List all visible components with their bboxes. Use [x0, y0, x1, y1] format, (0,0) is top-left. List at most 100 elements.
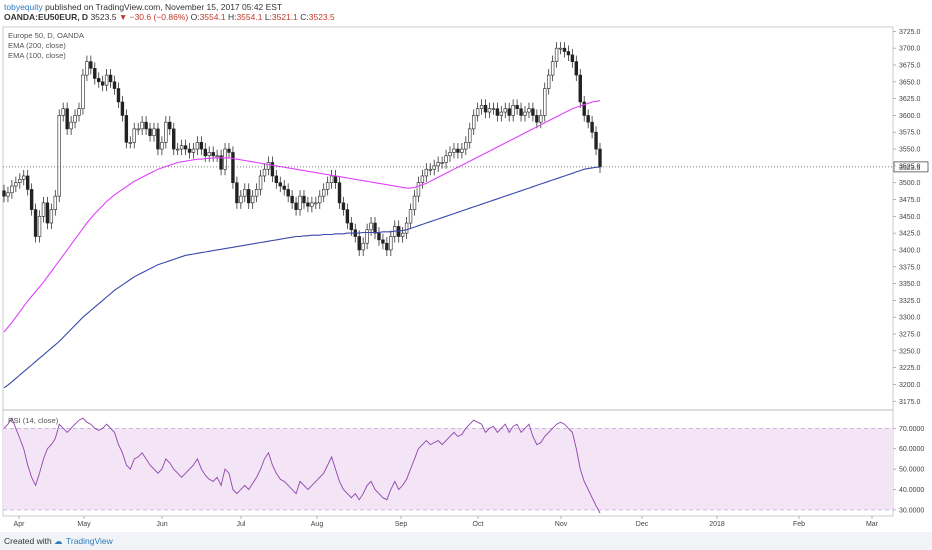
candle-body [10, 185, 14, 194]
candle-body [318, 195, 322, 204]
price-tick-label: 3675.0 [899, 62, 921, 69]
candle-body [124, 115, 129, 143]
price-tick-label: 3500.0 [899, 180, 921, 187]
candle-body [290, 195, 294, 204]
candle-body [582, 101, 586, 116]
candle-body [223, 148, 227, 170]
high-label: H: [227, 12, 237, 22]
price-tag-box [893, 161, 929, 173]
candle-body [357, 236, 361, 251]
candle-body [69, 121, 73, 130]
candle-body [373, 222, 377, 234]
candle-body [424, 168, 429, 177]
candle-body [65, 108, 69, 130]
price-tick-label: 3225.0 [899, 365, 921, 372]
price-tick-label: 3350.0 [899, 281, 921, 288]
candle-body [574, 61, 579, 76]
tradingview-brand-link[interactable]: TradingView [66, 536, 113, 546]
candle-body [314, 202, 318, 205]
price-tick-label: 3600.0 [899, 113, 921, 120]
month-label: Mar [866, 521, 879, 528]
candle-body [128, 142, 133, 144]
candle-body [270, 162, 275, 177]
legend-main: Europe 50, D, OANDA [8, 31, 85, 40]
candle-body [389, 236, 393, 251]
candle-body [550, 61, 555, 76]
month-label: Sep [395, 521, 408, 528]
candle-body [345, 209, 350, 224]
created-with-text: Created with [4, 536, 52, 546]
candle-body [120, 101, 125, 116]
candle-body [420, 175, 425, 183]
candle-body [361, 242, 365, 251]
author-link[interactable]: tobyequity [4, 2, 43, 12]
candle-body [412, 195, 417, 210]
low-value: 3521.1 [271, 12, 298, 22]
candle-body [365, 229, 369, 244]
candle-body [341, 202, 346, 210]
candle-body [570, 54, 575, 62]
low-label: L: [264, 12, 272, 22]
candle-body [2, 190, 6, 197]
candle-body [503, 108, 507, 113]
candle-body [440, 162, 444, 164]
candle-body [278, 182, 282, 187]
publish-line: tobyequity published on TradingView.com,… [4, 2, 282, 12]
candle-body [475, 108, 480, 116]
price-tag-label: 3523.5 [899, 165, 921, 172]
candle-body [479, 105, 484, 110]
tradingview-logo-icon: ☁ [54, 536, 63, 546]
candle-body [53, 195, 58, 210]
candle-body [199, 142, 204, 150]
candle-body [191, 148, 196, 153]
candle-body [381, 239, 385, 244]
rsi-tick-label: 40.0000 [899, 487, 924, 494]
ema200-line [3, 166, 600, 389]
price-tick-label: 3200.0 [899, 382, 921, 389]
candle-body [531, 108, 535, 116]
published-text: published on TradingView.com, November 1… [45, 2, 283, 12]
candle-body [61, 108, 65, 116]
candle-body [566, 51, 571, 56]
candle-body [416, 182, 421, 197]
candle-body [89, 61, 93, 69]
candle-body [104, 74, 109, 86]
candle-body [219, 155, 223, 170]
candle-body [179, 145, 184, 150]
price-tick-label: 3625.0 [899, 96, 921, 103]
legend-rsi: RSI (14, close) [8, 416, 59, 425]
symbol-label: OANDA:EU50EUR, D [4, 12, 89, 22]
price-tick-label: 3550.0 [899, 147, 921, 154]
candle-body [539, 115, 543, 123]
axes: 3523.5 3175.0 3200.0 3225.0 3250.0 3275.0 3300… [14, 29, 929, 528]
candle-body [140, 121, 144, 130]
candle-body [310, 202, 314, 207]
price-tick-label: 3300.0 [899, 315, 921, 322]
candle-body [562, 47, 567, 52]
candle-body [41, 202, 46, 217]
footer: Created with ☁ TradingView [0, 532, 932, 550]
candle-body [100, 81, 105, 86]
open-value: 3554.1 [199, 12, 226, 22]
candle-body [515, 105, 519, 110]
candle-body [152, 128, 156, 136]
price-tick-label: 3475.0 [899, 197, 921, 204]
candle-body [436, 162, 440, 167]
month-label: May [77, 521, 91, 528]
candle-body [404, 222, 409, 234]
candle-body [211, 152, 215, 157]
candle-body [558, 47, 563, 50]
candle-body [468, 128, 472, 143]
candle-body [77, 108, 81, 116]
candle-body [333, 175, 338, 183]
candle-body [286, 189, 290, 197]
candle-body [598, 148, 602, 168]
candle-body [432, 165, 436, 170]
chart-frame [2, 26, 894, 517]
candle-body [49, 209, 54, 224]
price-tick-label: 3400.0 [899, 247, 921, 254]
ema100-line [3, 100, 601, 333]
candle-body [156, 128, 160, 150]
chart-canvas[interactable]: 3523.5 3175.0 3200.0 3225.0 3250.0 3275.0 3300… [0, 0, 932, 532]
candle-body [172, 128, 176, 150]
